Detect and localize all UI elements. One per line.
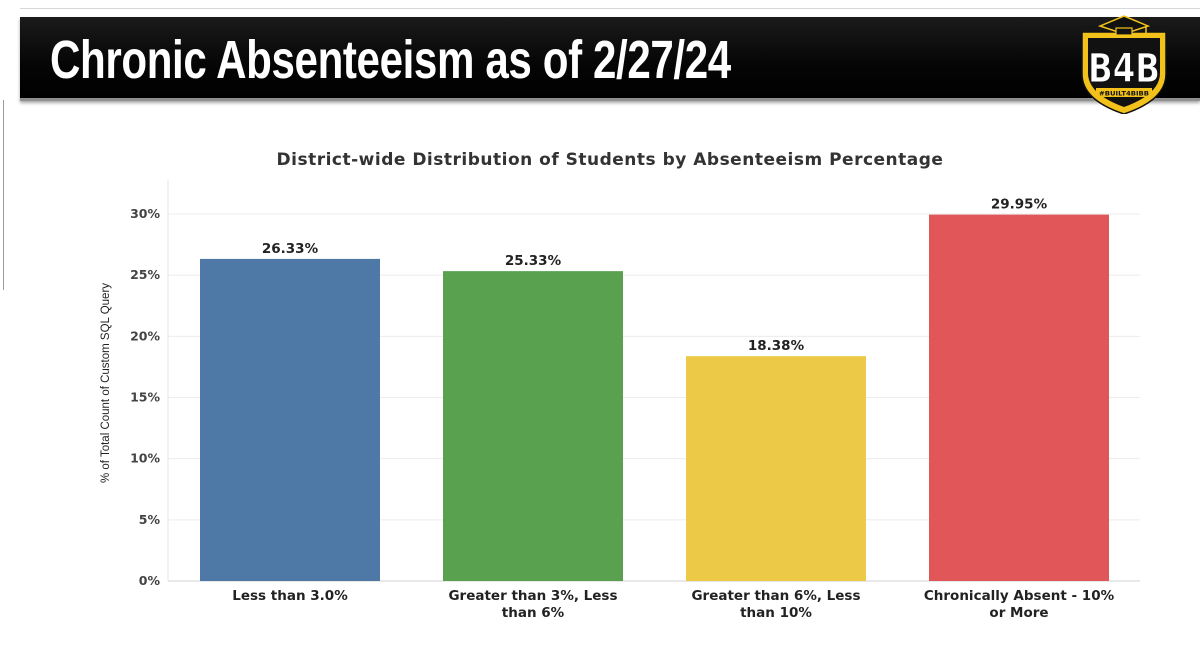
x-tick-label: Chronically Absent - 10% xyxy=(924,588,1115,604)
bars xyxy=(200,214,1109,581)
bar xyxy=(686,356,866,581)
x-tick-label: or More xyxy=(989,605,1048,621)
bar xyxy=(200,258,380,581)
x-axis-ticks: Less than 3.0% Greater than 3%, Lessthan … xyxy=(232,588,1114,621)
x-tick-label: than 10% xyxy=(740,605,812,621)
b4b-logo: B4B #BUILT4BIBB xyxy=(1081,15,1167,114)
data-label: 26.33% xyxy=(262,241,319,257)
bar xyxy=(929,214,1109,581)
y-tick-label: 25% xyxy=(130,267,160,282)
data-labels: 26.33% 25.33% 18.38% 29.95% xyxy=(262,197,1048,355)
left-edge-rule xyxy=(3,100,4,290)
top-rule xyxy=(20,8,1200,9)
data-label: 18.38% xyxy=(748,338,805,354)
x-tick-label: Greater than 3%, Less xyxy=(448,588,617,604)
logo-text: B4B xyxy=(1088,46,1160,92)
data-label: 25.33% xyxy=(505,253,562,269)
page-title: Chronic Absenteeism as of 2/27/24 xyxy=(50,30,731,90)
y-tick-label: 10% xyxy=(130,451,160,466)
y-axis-label: % of Total Count of Custom SQL Query xyxy=(100,282,112,484)
x-tick-label: Greater than 6%, Less xyxy=(691,588,860,604)
bar xyxy=(443,271,623,581)
y-tick-label: 5% xyxy=(139,512,161,527)
header-banner: Chronic Absenteeism as of 2/27/24 xyxy=(20,17,1200,101)
graduation-cap-icon xyxy=(1097,15,1151,36)
x-tick-label: Less than 3.0% xyxy=(232,588,348,604)
y-tick-label: 20% xyxy=(130,328,160,343)
gridlines xyxy=(167,180,1140,582)
y-tick-label: 0% xyxy=(139,573,161,588)
y-tick-label: 15% xyxy=(130,390,160,405)
logo-subtext: #BUILT4BIBB xyxy=(1099,90,1149,98)
chart-title: District-wide Distribution of Students b… xyxy=(276,150,944,170)
y-axis-ticks: 0% 5% 10% 15% 20% 25% 30% xyxy=(130,206,160,588)
data-label: 29.95% xyxy=(991,197,1048,213)
x-tick-label: than 6% xyxy=(502,605,565,621)
y-tick-label: 30% xyxy=(130,206,160,221)
